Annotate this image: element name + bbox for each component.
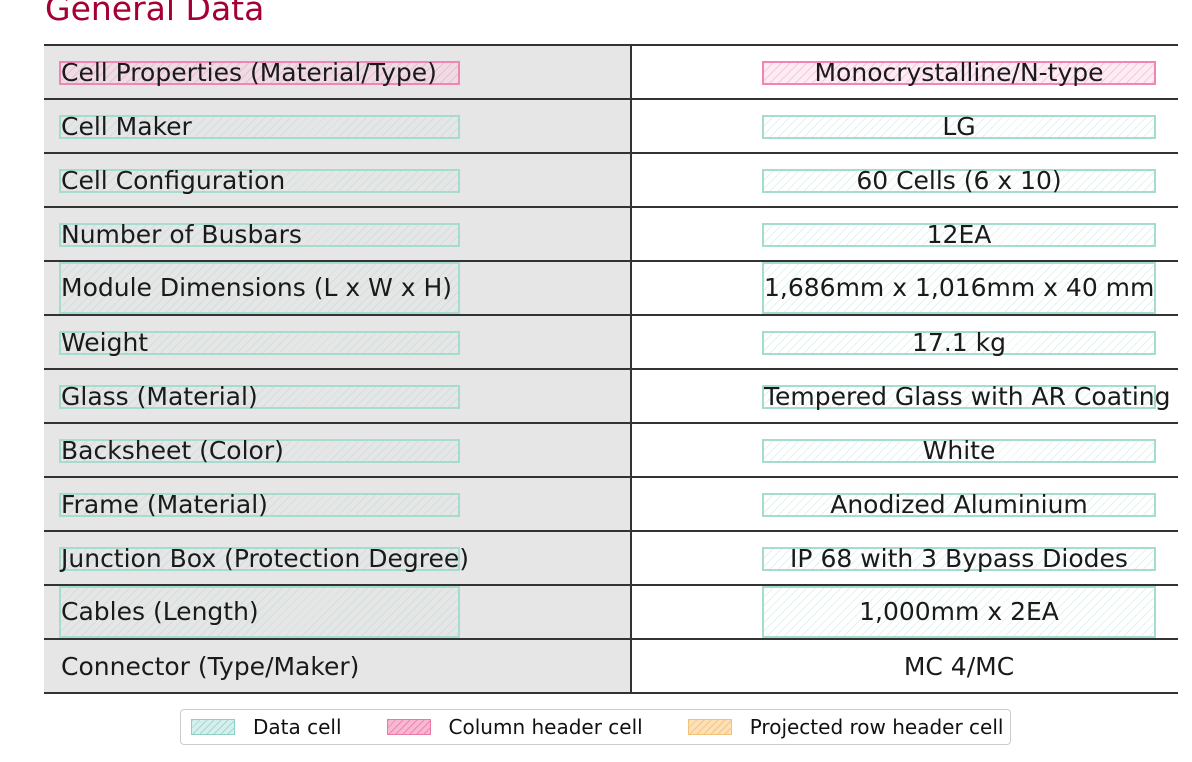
row-value-cell: Monocrystalline/N-type (631, 45, 1178, 100)
row-label: Backsheet (Color) (59, 438, 460, 463)
row-label-cell: Cell Maker (44, 99, 632, 154)
row-label-cell: Weight (44, 315, 632, 370)
projected-row-header-cell-swatch (687, 719, 732, 735)
legend-item-data-cell: Data cell (186, 715, 342, 739)
row-value-cell: LG (631, 99, 1178, 154)
table-row: Module Dimensions (L x W x H) 1,686mm x … (44, 261, 1178, 316)
row-value: IP 68 with 3 Bypass Diodes (762, 546, 1156, 571)
row-value-cell: 12EA (631, 207, 1178, 262)
section-title: General Data (45, 0, 265, 28)
row-value-cell: Anodized Aluminium (631, 477, 1178, 532)
row-value: White (762, 438, 1156, 463)
row-value: 60 Cells (6 x 10) (762, 168, 1156, 193)
row-label-cell: Cables (Length) (44, 585, 632, 640)
row-value: Tempered Glass with AR Coating (762, 381, 1171, 411)
row-value-cell: MC 4/MC (631, 639, 1178, 694)
table-row: Cables (Length) 1,000mm x 2EA (44, 585, 1178, 640)
table-row: Backsheet (Color) White (44, 423, 1178, 478)
data-cell-swatch (191, 719, 235, 735)
row-label-cell: Junction Box (Protection Degree) (44, 531, 632, 586)
row-value-cell: 60 Cells (6 x 10) (631, 153, 1178, 208)
table-row: Frame (Material) Anodized Aluminium (44, 477, 1178, 532)
table-row: Number of Busbars 12EA (44, 207, 1178, 262)
row-value: LG (762, 114, 1156, 139)
legend-label: Data cell (253, 715, 342, 739)
legend-label: Projected row header cell (749, 715, 1004, 739)
row-label: Module Dimensions (L x W x H) (59, 262, 460, 313)
spec-table: Cell Properties (Material/Type) Monocrys… (44, 44, 1178, 694)
row-label: Cell Maker (59, 114, 460, 139)
row-value: MC 4/MC (903, 651, 1015, 681)
row-value: 12EA (762, 222, 1156, 247)
table-row: Connector (Type/Maker) MC 4/MC (44, 639, 1178, 694)
row-label: Cables (Length) (59, 586, 460, 637)
legend-item-column-header-cell: Column header cell (382, 715, 643, 739)
legend: Data cell Column header cell Projected r… (180, 709, 1011, 745)
row-label-cell: Frame (Material) (44, 477, 632, 532)
row-label-cell: Cell Properties (Material/Type) (44, 45, 632, 100)
row-label: Weight (59, 330, 460, 355)
row-value-cell: 17.1 kg (631, 315, 1178, 370)
row-value: Anodized Aluminium (762, 492, 1156, 517)
row-label: Connector (Type/Maker) (61, 651, 360, 681)
column-header-cell-swatch (386, 719, 431, 735)
table-row: Glass (Material) Tempered Glass with AR … (44, 369, 1178, 424)
table-row: Cell Configuration 60 Cells (6 x 10) (44, 153, 1178, 208)
legend-label: Column header cell (448, 715, 643, 739)
row-value-cell: IP 68 with 3 Bypass Diodes (631, 531, 1178, 586)
row-value: 1,000mm x 2EA (762, 586, 1156, 637)
row-value: 17.1 kg (762, 330, 1156, 355)
row-value-cell: White (631, 423, 1178, 478)
row-label: Junction Box (Protection Degree) (59, 543, 469, 573)
table-row: Junction Box (Protection Degree) IP 68 w… (44, 531, 1178, 586)
row-label-cell: Connector (Type/Maker) (44, 639, 632, 694)
row-label-cell: Backsheet (Color) (44, 423, 632, 478)
row-label: Cell Properties (Material/Type) (59, 60, 460, 85)
table-row: Cell Maker LG (44, 99, 1178, 154)
row-value: Monocrystalline/N-type (762, 60, 1156, 85)
row-value-cell: 1,000mm x 2EA (631, 585, 1178, 640)
row-label: Cell Configuration (59, 168, 460, 193)
legend-item-projected-row-header-cell: Projected row header cell (683, 715, 1004, 739)
row-value: 1,686mm x 1,016mm x 40 mm (762, 262, 1156, 313)
row-label-cell: Number of Busbars (44, 207, 632, 262)
row-value-cell: Tempered Glass with AR Coating (631, 369, 1178, 424)
row-label: Glass (Material) (59, 384, 460, 409)
row-label-cell: Glass (Material) (44, 369, 632, 424)
row-label-cell: Cell Configuration (44, 153, 632, 208)
row-label: Number of Busbars (59, 222, 460, 247)
table-row: Cell Properties (Material/Type) Monocrys… (44, 45, 1178, 100)
row-value-cell: 1,686mm x 1,016mm x 40 mm (631, 261, 1178, 316)
row-label-cell: Module Dimensions (L x W x H) (44, 261, 632, 316)
table-row: Weight 17.1 kg (44, 315, 1178, 370)
row-label: Frame (Material) (59, 492, 460, 517)
